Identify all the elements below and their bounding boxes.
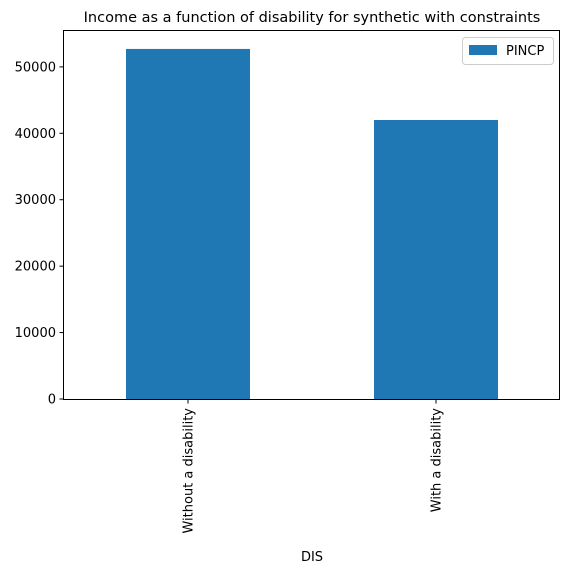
y-tick-label: 30000 bbox=[15, 193, 56, 208]
chart-title: Income as a function of disability for s… bbox=[84, 10, 541, 26]
y-tick-label: 10000 bbox=[15, 326, 56, 341]
bar-without-a-disability bbox=[126, 48, 250, 399]
y-tick-label: 40000 bbox=[15, 127, 56, 142]
y-axis: 0 10000 20000 30000 40000 50000 bbox=[15, 60, 64, 408]
y-tick-label: 20000 bbox=[15, 260, 56, 275]
x-axis: Without a disability With a disability bbox=[182, 399, 445, 534]
bars-layer bbox=[126, 48, 498, 399]
x-axis-label: DIS bbox=[301, 550, 323, 565]
x-tick-label: With a disability bbox=[430, 408, 445, 513]
bar-with-a-disability bbox=[374, 120, 498, 399]
legend-frame bbox=[462, 37, 554, 65]
y-tick-label: 50000 bbox=[15, 60, 56, 75]
plot-frame bbox=[63, 30, 560, 400]
legend: PINCP bbox=[462, 37, 554, 65]
y-tick-label: 0 bbox=[48, 393, 56, 408]
legend-swatch-pincp bbox=[469, 45, 497, 55]
legend-label-pincp: PINCP bbox=[506, 44, 544, 59]
x-tick-label: Without a disability bbox=[182, 408, 197, 534]
